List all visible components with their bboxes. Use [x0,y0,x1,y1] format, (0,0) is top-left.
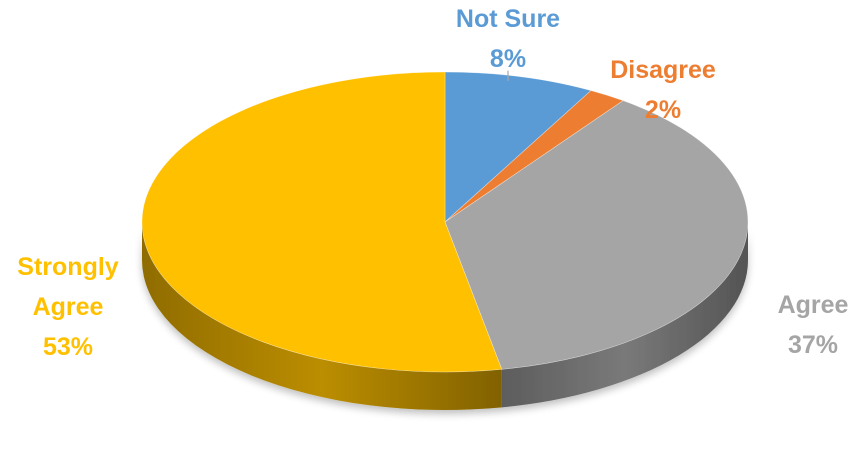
label-name: Agree [33,293,104,321]
label-value: 8% [490,45,526,73]
label-name: Agree [778,291,849,319]
data-label-strongly-agree: Strongly Agree 53% [17,253,118,361]
label-value: 37% [788,331,838,359]
slice-agree [444,100,749,370]
label-name: Disagree [610,56,716,84]
slice-side-shade-agree [501,222,748,408]
data-label-not-sure: Not Sure 8% [456,5,560,73]
label-value: 53% [43,333,93,361]
label-value: 2% [645,96,681,124]
data-label-agree: Agree 37% [778,291,849,359]
label-name: Strongly [17,253,118,281]
label-name: Not Sure [456,5,560,33]
slice-strongly-agree [141,71,503,373]
data-label-disagree: Disagree 2% [610,56,716,124]
slice-side-shade-strongly-agree [142,222,502,410]
slice-not-sure [444,71,592,223]
